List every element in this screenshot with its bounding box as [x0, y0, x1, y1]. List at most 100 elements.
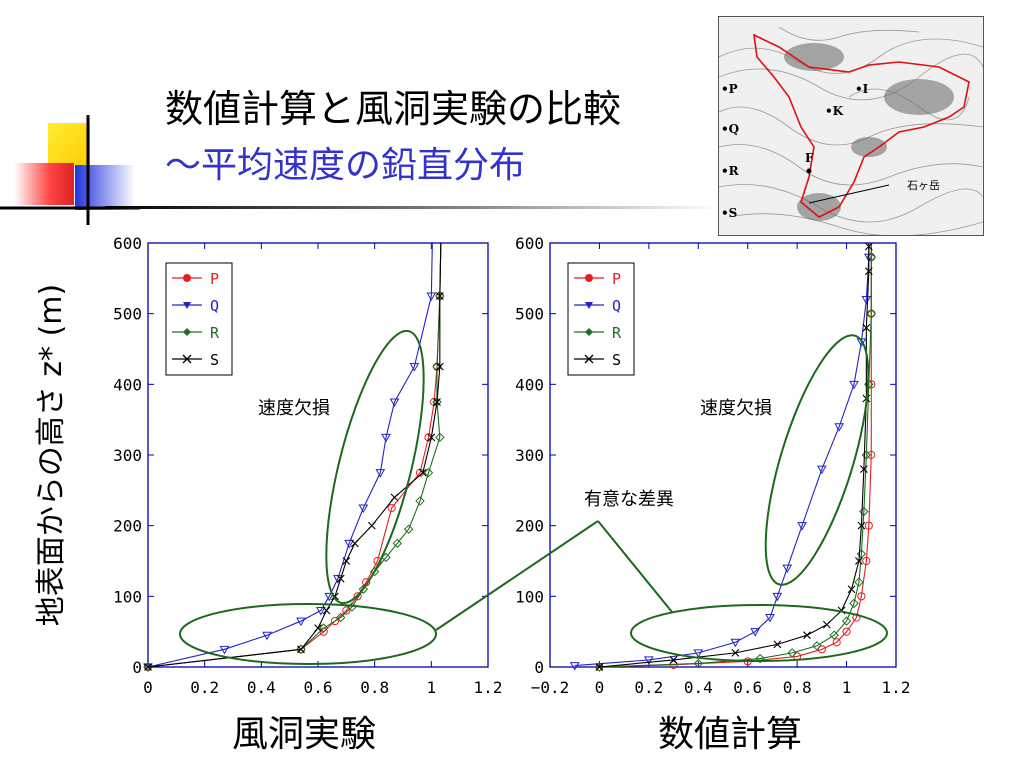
data-point-Q	[861, 296, 872, 305]
data-point-P	[857, 592, 866, 601]
data-point-Q	[389, 398, 400, 408]
x-tick-label: 1	[427, 678, 437, 697]
series-line-S	[599, 246, 870, 668]
data-point-S	[862, 323, 871, 332]
legend-label-R: R	[210, 324, 220, 342]
data-point-S	[803, 631, 811, 640]
y-tick-label: 200	[113, 517, 142, 536]
data-point-S	[342, 557, 351, 565]
data-point-P	[342, 606, 351, 615]
series-extension-S	[439, 242, 442, 297]
x-tick-label: 0.4	[684, 678, 713, 697]
data-point-P	[832, 638, 841, 647]
terrain-map: •P •Q •R •S •K •I F 石ヶ岳	[718, 16, 984, 236]
legend-marker-S	[182, 354, 192, 364]
data-point-S	[847, 585, 856, 594]
data-point-Q	[834, 423, 845, 432]
slide-subtitle: ～平均速度の鉛直分布	[165, 145, 526, 186]
map-label-r: •R	[721, 164, 740, 178]
data-point-R	[432, 397, 442, 407]
annotation-deficit-left: 速度欠損	[258, 398, 330, 419]
data-point-R	[392, 538, 403, 549]
data-point-Q	[143, 663, 153, 673]
deficit-ellipse-right	[764, 334, 870, 586]
slide-title: 数値計算と風洞実験の比較	[165, 87, 622, 131]
series-line-P	[599, 257, 872, 668]
data-point-Q	[730, 638, 741, 648]
map-label-q: •Q	[721, 122, 739, 136]
series-line-R	[147, 295, 441, 668]
data-point-S	[822, 620, 831, 629]
data-point-P	[330, 616, 340, 626]
data-point-Q	[358, 504, 369, 514]
connector-line	[597, 520, 673, 613]
data-point-Q	[381, 433, 391, 443]
data-point-S	[367, 521, 376, 530]
deficit-ellipse-left	[325, 329, 425, 605]
data-point-R	[403, 524, 414, 534]
x-tick-label: 0.8	[360, 678, 389, 697]
data-point-P	[842, 627, 851, 636]
legend-marker-Q	[585, 302, 593, 309]
data-point-S	[669, 656, 678, 664]
y-tick-label: 100	[113, 587, 142, 606]
data-point-S	[427, 433, 436, 442]
map-label-ishigatake: 石ヶ岳	[907, 179, 940, 192]
y-tick-label: 300	[515, 446, 544, 465]
data-point-R	[423, 467, 434, 478]
data-point-S	[297, 645, 305, 654]
series-R	[594, 243, 876, 672]
data-point-Q	[375, 469, 386, 478]
series-line-Q	[147, 295, 432, 668]
map-label-s: •S	[721, 206, 737, 220]
legend-label-Q: Q	[210, 297, 219, 315]
data-point-R	[859, 506, 869, 517]
data-point-R	[335, 612, 346, 623]
data-point-S	[859, 465, 868, 474]
legend-label-S: S	[210, 351, 219, 369]
data-point-R	[849, 598, 859, 609]
y-tick-label: 300	[113, 446, 142, 465]
data-point-P	[353, 592, 362, 601]
series-S	[144, 242, 444, 671]
data-point-Q	[643, 656, 654, 665]
x-tick-label: 0.4	[247, 678, 276, 697]
data-point-S	[314, 624, 322, 633]
data-point-P	[387, 503, 396, 513]
data-point-R	[358, 584, 369, 594]
y-tick-label: 100	[515, 587, 544, 606]
y-tick-label: 200	[515, 517, 544, 536]
x-tick-label: 0.2	[634, 678, 663, 697]
data-point-Q	[797, 522, 807, 531]
data-point-P	[864, 521, 873, 530]
data-point-Q	[409, 363, 420, 372]
y-tick-label: 400	[113, 375, 142, 394]
y-tick-label: 400	[515, 375, 544, 394]
y-tick-label: 500	[113, 305, 142, 324]
legend-label-Q: Q	[612, 297, 621, 315]
y-tick-label: 0	[132, 658, 142, 677]
data-point-Q	[693, 649, 704, 658]
legend-label-P: P	[210, 270, 219, 288]
data-point-S	[433, 398, 441, 406]
data-point-S	[864, 267, 873, 276]
data-point-S	[144, 663, 152, 671]
y-tick-label: 0	[534, 658, 544, 677]
legend-marker-Q	[183, 302, 191, 309]
data-point-S	[336, 574, 345, 583]
data-point-Q	[782, 564, 793, 574]
data-point-S	[731, 648, 740, 657]
data-point-S	[435, 362, 444, 371]
data-point-Q	[219, 645, 230, 655]
y-tick-label: 500	[515, 305, 544, 324]
x-tick-label: 1.2	[882, 678, 911, 697]
y-tick-label: 600	[515, 234, 544, 253]
data-point-Q	[262, 631, 272, 641]
data-point-Q	[324, 592, 335, 602]
data-point-Q	[816, 465, 827, 475]
y-tick-label: 600	[113, 234, 142, 253]
